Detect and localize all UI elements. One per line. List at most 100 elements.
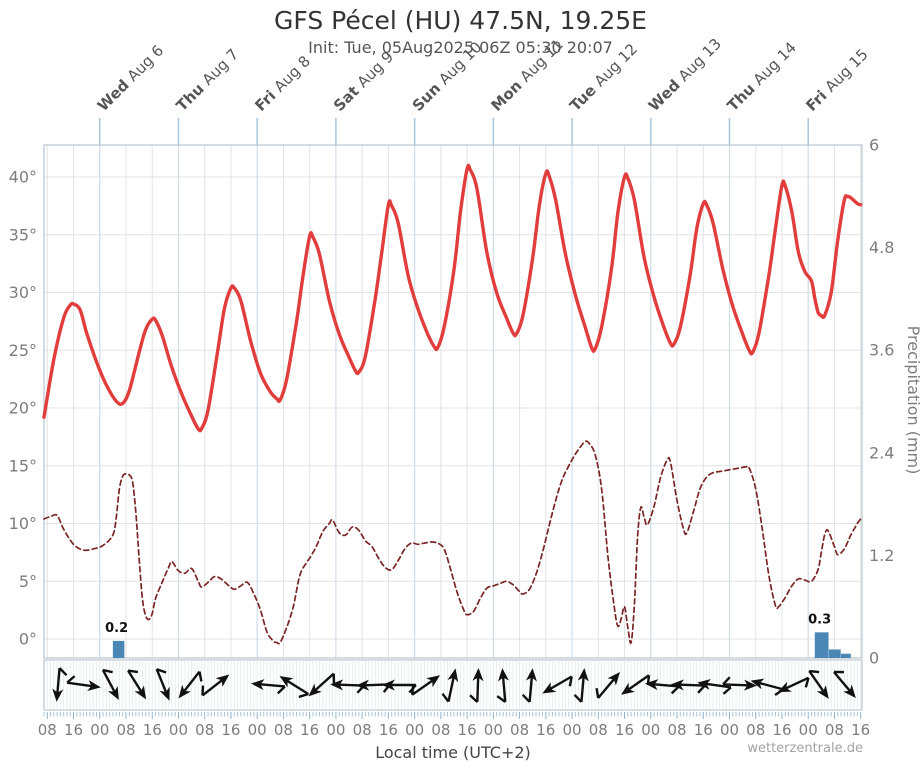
wind-arrow-barb — [276, 685, 286, 695]
wind-arrow-barb — [496, 695, 506, 703]
wind-arrow-shaft — [311, 672, 335, 694]
wind-arrow-head — [215, 674, 230, 687]
wind-arrow-head — [621, 682, 635, 695]
wind-arrow-shaft — [66, 681, 97, 688]
wind-arrow — [410, 675, 441, 696]
precipitation-bar-label: 0.2 — [105, 621, 128, 636]
wind-arrow-shaft — [155, 668, 169, 697]
wind-arrow-barb — [833, 670, 844, 674]
wind-arrow-head — [52, 688, 64, 702]
wind-arrow-shaft — [101, 669, 118, 697]
wind-arrow — [521, 668, 537, 703]
wind-arrow — [722, 676, 757, 691]
time-tick-label: 16 — [64, 721, 83, 739]
wind-arrow — [469, 668, 484, 703]
wind-arrow-head — [542, 682, 557, 694]
temperature-tick-label: 40° — [9, 168, 37, 187]
precipitation-bar — [841, 653, 851, 658]
precipitation-axis: 0 1.2 2.4 3.6 4.8 6 Precipitation (mm) — [869, 136, 921, 668]
wind-arrow — [127, 669, 147, 700]
time-tick-label: 08 — [825, 721, 844, 739]
time-tick-label: 08 — [746, 721, 765, 739]
wind-arrow-shaft — [580, 672, 586, 703]
wind-arrow — [808, 669, 829, 699]
wind-arrow-head — [159, 686, 170, 701]
time-tick-label: 00 — [799, 721, 818, 739]
wind-arrow-head — [426, 675, 441, 688]
precipitation-bars: 0.2 0.3 — [105, 612, 851, 658]
wind-arrow — [777, 676, 810, 693]
time-tick-label: 08 — [589, 721, 608, 739]
precipitation-bar — [112, 640, 125, 658]
wind-arrow — [573, 668, 589, 703]
wind-arrow — [670, 679, 706, 694]
precipitation-tick-label: 3.6 — [869, 341, 894, 360]
wind-arrow-shaft — [808, 670, 827, 696]
time-tick-label: 08 — [116, 721, 135, 739]
time-axis-labels: 08 16 00 08 16 00 08 16 00 08 16 00 08 16 00 08 16 00 08 16… — [38, 721, 871, 739]
plot-border — [43, 144, 863, 659]
time-tick-label: 00 — [90, 721, 109, 739]
time-tick-label: 00 — [484, 721, 503, 739]
day-label: Thu Aug 7 — [173, 45, 243, 115]
wind-arrow-head — [607, 671, 621, 686]
wind-arrow — [441, 668, 459, 703]
wind-arrow-shaft — [255, 682, 286, 688]
time-tick-label: 00 — [248, 721, 267, 739]
day-label: Fri Aug 8 — [251, 52, 314, 115]
wind-arrow-barb — [573, 693, 583, 703]
wind-arrow-head — [816, 685, 829, 699]
time-tick-label: 00 — [720, 721, 739, 739]
temperature-tick-label: 30° — [9, 283, 37, 302]
time-tick-label: 16 — [379, 721, 398, 739]
day-label: Thu Aug 14 — [724, 38, 800, 114]
precipitation-tick-label: 6 — [869, 136, 879, 155]
hour-tick-row — [43, 712, 862, 719]
precipitation-tick-label: 4.8 — [869, 238, 894, 257]
wind-arrow-head — [251, 679, 265, 691]
time-tick-label: 16 — [851, 721, 870, 739]
wind-arrow — [155, 668, 170, 701]
day-label: Mon Aug 11 — [487, 35, 566, 114]
time-tick-label: 00 — [169, 721, 188, 739]
day-label: Wed Aug 13 — [645, 35, 725, 115]
time-tick-label: 08 — [510, 721, 529, 739]
wind-arrow-shaft — [180, 670, 201, 696]
wind-arrow-barb — [595, 688, 600, 699]
wind-arrow-barb — [441, 692, 450, 703]
time-tick-label: 08 — [431, 721, 450, 739]
wind-arrow-head — [525, 668, 537, 682]
time-tick-label: 16 — [143, 721, 162, 739]
time-tick-label: 08 — [667, 721, 686, 739]
wind-arrow-barb — [102, 668, 113, 674]
wind-arrow-barb — [722, 686, 732, 695]
wind-arrow-shaft — [833, 671, 854, 695]
wind-arrow — [101, 668, 119, 701]
wind-arrow-head — [697, 678, 711, 690]
temperature-tick-label: 25° — [9, 341, 37, 360]
grid — [44, 145, 862, 658]
wind-arrow — [308, 672, 336, 697]
day-label: Wed Aug 6 — [94, 41, 167, 114]
precipitation-bar-label: 0.3 — [808, 612, 831, 627]
wind-arrow-head — [134, 685, 147, 700]
wind-arrow-shaft — [754, 680, 784, 691]
time-tick-label: 16 — [694, 721, 713, 739]
wind-arrow-barb — [469, 694, 479, 703]
temperature-tick-label: 0° — [19, 630, 37, 649]
wind-arrow-head — [670, 679, 684, 691]
temperature-tick-label: 20° — [9, 399, 37, 418]
wind-arrow — [833, 670, 856, 699]
time-tick-label: 00 — [641, 721, 660, 739]
time-tick-label: 16 — [221, 721, 240, 739]
time-tick-label: 16 — [300, 721, 319, 739]
wind-arrow-barb — [332, 673, 336, 684]
wind-arrow-head — [472, 668, 484, 682]
wind-arrow-barb — [722, 676, 731, 686]
time-tick-label: 00 — [405, 721, 424, 739]
time-tick-label: 16 — [536, 721, 555, 739]
wind-arrow-barb — [568, 676, 573, 687]
wind-arrow — [697, 678, 732, 695]
wind-arrow — [644, 679, 680, 695]
